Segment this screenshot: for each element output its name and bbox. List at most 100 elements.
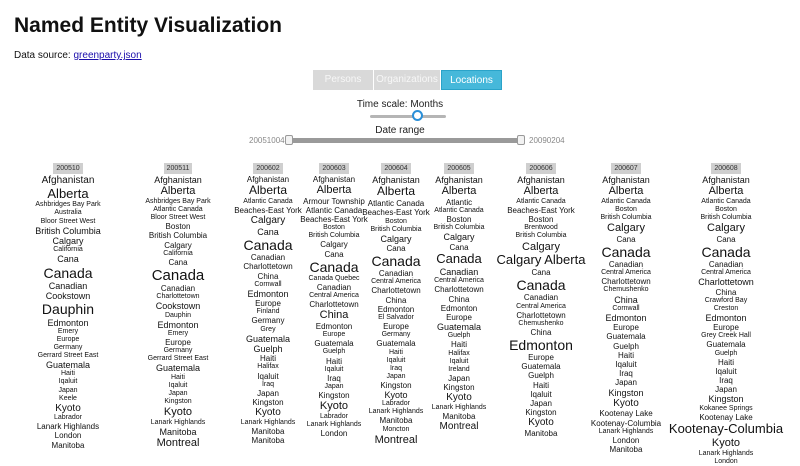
entity-word[interactable]: British Columbia	[35, 225, 101, 236]
entity-word[interactable]: Iqaluit	[615, 360, 637, 369]
entity-word[interactable]: Europe	[322, 331, 346, 339]
entity-word[interactable]: Kingston	[318, 391, 350, 400]
entity-word[interactable]: Kootenay Lake	[599, 409, 653, 419]
entity-word[interactable]: Canadian	[250, 253, 286, 263]
entity-word[interactable]: Keele	[59, 394, 77, 402]
entity-word[interactable]: Charlottetown	[516, 310, 566, 320]
entity-word[interactable]: Canada	[516, 277, 566, 294]
entity-word[interactable]: Edmonton	[157, 319, 199, 330]
time-scale-slider[interactable]	[370, 115, 446, 118]
entity-word[interactable]: Haiti	[617, 350, 634, 360]
entity-word[interactable]: Calgary	[250, 215, 286, 227]
entity-word[interactable]: Cana	[168, 257, 188, 267]
entity-word[interactable]: Kootenay-Columbia	[590, 418, 662, 428]
entity-word[interactable]: Canadian	[523, 293, 559, 303]
entity-word[interactable]: Central America	[371, 278, 421, 286]
entity-word[interactable]: Kyoto	[163, 406, 193, 418]
entity-word[interactable]: Japan	[715, 385, 737, 395]
entity-word[interactable]: Alberta	[708, 185, 744, 198]
entity-word[interactable]: El Salvador	[378, 314, 414, 322]
column-date-label[interactable]: 200604	[381, 163, 411, 174]
entity-word[interactable]: Haiti	[450, 340, 467, 350]
entity-word[interactable]: Atlantic Canada	[701, 197, 751, 205]
entity-word[interactable]: Iqaluit	[257, 371, 279, 381]
entity-word[interactable]: Cana	[386, 243, 406, 253]
entity-word[interactable]: Kootenay-Columbia	[668, 421, 784, 437]
entity-word[interactable]: Afghanistan	[602, 175, 650, 185]
column-date-label[interactable]: 200511	[163, 163, 193, 174]
entity-word[interactable]: Edmonton	[440, 303, 478, 313]
entity-word[interactable]: Afghanistan	[435, 175, 483, 185]
entity-word[interactable]: Atlantic Canada	[516, 197, 566, 205]
entity-word[interactable]: Cana	[616, 234, 636, 244]
entity-word[interactable]: China	[319, 309, 349, 322]
entity-word[interactable]: Japan	[386, 372, 406, 380]
entity-word[interactable]: Iqaluit	[58, 378, 78, 386]
entity-word[interactable]: Finland	[256, 308, 280, 316]
entity-word[interactable]: Manitoba	[379, 416, 413, 426]
entity-word[interactable]: Boston	[165, 222, 191, 232]
entity-word[interactable]: Labrador	[53, 414, 83, 422]
entity-word[interactable]: Moncton	[382, 425, 410, 433]
entity-word[interactable]: Kyoto	[55, 402, 81, 414]
entity-word[interactable]: Kingston	[252, 397, 284, 407]
date-range-start-handle[interactable]	[285, 135, 293, 145]
entity-word[interactable]: Germany	[381, 331, 411, 339]
entity-word[interactable]: Europe	[383, 322, 409, 332]
entity-word[interactable]: Afghanistan	[154, 175, 202, 185]
entity-word[interactable]: Canada	[151, 266, 205, 284]
entity-word[interactable]: Haiti	[717, 357, 734, 367]
entity-word[interactable]: Calgary Alberta	[496, 252, 586, 268]
entity-word[interactable]: China	[257, 271, 279, 281]
entity-word[interactable]: Ashbridges Bay Park	[145, 197, 211, 205]
entity-word[interactable]: Canadian	[48, 280, 88, 291]
entity-word[interactable]: Kyoto	[384, 389, 408, 400]
entity-word[interactable]: Boston	[715, 206, 737, 214]
entity-word[interactable]: Guatemala	[521, 362, 561, 372]
entity-word[interactable]: Japan	[324, 382, 344, 390]
column-date-label[interactable]: 200607	[611, 163, 641, 174]
column-date-label[interactable]: 200608	[711, 163, 741, 174]
entity-word[interactable]: Edmonton	[247, 288, 289, 299]
entity-word[interactable]: Canada Quebec	[308, 274, 360, 282]
entity-word[interactable]: London	[714, 457, 738, 465]
entity-word[interactable]: Cana	[449, 242, 469, 252]
entity-word[interactable]: Alberta	[316, 184, 352, 197]
entity-word[interactable]: Guelph	[322, 348, 346, 356]
entity-word[interactable]: Europe	[446, 312, 472, 322]
entity-word[interactable]: British Columbia	[515, 232, 567, 240]
entity-word[interactable]: Canadian	[708, 260, 744, 270]
entity-word[interactable]: Iqaluit	[715, 366, 737, 376]
entity-word[interactable]: Cana	[57, 254, 79, 265]
entity-word[interactable]: Calgary	[52, 235, 84, 246]
entity-word[interactable]: Canada	[243, 237, 293, 254]
entity-word[interactable]: Afghanistan	[246, 175, 290, 184]
entity-word[interactable]: China	[448, 294, 470, 304]
entity-word[interactable]: Kokanee Springs	[699, 404, 753, 412]
entity-word[interactable]: Kyoto	[528, 417, 554, 429]
entity-word[interactable]: Charlottetown	[156, 293, 200, 301]
entity-word[interactable]: British Columbia	[308, 232, 360, 240]
entity-word[interactable]: Lanark Highlands	[431, 403, 487, 411]
date-range-slider[interactable]	[288, 138, 522, 143]
entity-word[interactable]: Cookstown	[155, 301, 201, 312]
entity-word[interactable]: Iqaluit	[324, 365, 344, 373]
entity-word[interactable]: London	[612, 435, 640, 445]
column-date-label[interactable]: 200603	[319, 163, 349, 174]
entity-word[interactable]: Australia	[54, 209, 82, 217]
date-range-end-handle[interactable]	[517, 135, 525, 145]
entity-word[interactable]: British Columbia	[370, 225, 422, 233]
entity-word[interactable]: Europe	[56, 335, 80, 343]
entity-word[interactable]: Haiti	[60, 370, 75, 378]
entity-word[interactable]: Brentwood	[524, 224, 558, 232]
entity-word[interactable]: Alberta	[523, 185, 559, 198]
entity-word[interactable]: Guatemala	[155, 363, 201, 374]
entity-word[interactable]: Lanark Highlands	[36, 422, 100, 432]
entity-word[interactable]: Chemushenko	[518, 319, 564, 327]
entity-word[interactable]: Edmonton	[605, 312, 647, 323]
entity-word[interactable]: Iraq	[261, 380, 275, 388]
entity-word[interactable]: Lanark Highlands	[240, 418, 296, 426]
entity-word[interactable]: Japan	[58, 386, 78, 394]
entity-word[interactable]: Japan	[448, 373, 470, 383]
entity-word[interactable]: Crawford Bay	[704, 296, 748, 304]
